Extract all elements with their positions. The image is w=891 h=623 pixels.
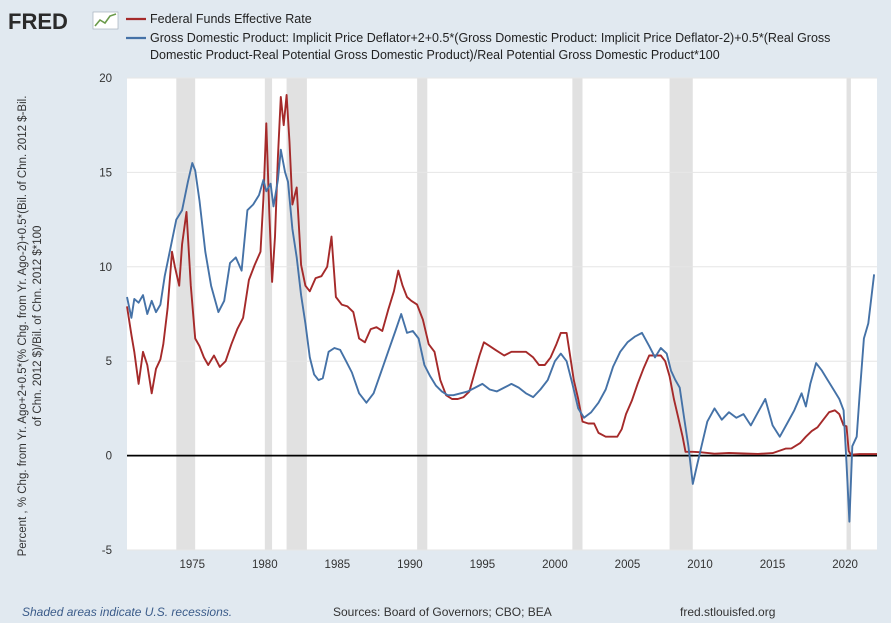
x-tick-label: 1995 [470, 559, 496, 571]
recession-bands [176, 78, 851, 550]
recession-note: Shaded areas indicate U.S. recessions. [22, 605, 232, 619]
sources-text: Sources: Board of Governors; CBO; BEA [333, 605, 552, 619]
y-tick-label: -5 [102, 545, 112, 557]
y-tick-label: 20 [99, 73, 112, 85]
recession-band-1 [264, 78, 273, 550]
fred-logo[interactable]: FRED [8, 9, 119, 34]
series-line-gdp-formula [126, 148, 876, 523]
legend-label-gdp-formula-line2: Domestic Product-Real Potential Gross Do… [150, 48, 720, 62]
x-tick-label: 1985 [325, 559, 351, 571]
recession-band-4 [572, 78, 583, 550]
y-axis-title-line1: Percent , % Chg. from Yr. Ago+2+0.5*(% C… [17, 96, 29, 557]
site-link[interactable]: fred.stlouisfed.org [680, 605, 775, 619]
legend-item-gdp-formula[interactable]: Gross Domestic Product: Implicit Price D… [126, 31, 830, 62]
y-axis-title: Percent , % Chg. from Yr. Ago+2+0.5*(% C… [17, 96, 44, 557]
series-line-fed-funds [126, 94, 877, 456]
logo-text: FRED [8, 9, 68, 34]
recession-band-5 [669, 78, 693, 550]
chart-line-icon [92, 11, 119, 30]
y-tick-label: 0 [106, 451, 112, 463]
y-tick-label: 15 [99, 167, 112, 179]
x-tick-label: 1990 [397, 559, 423, 571]
legend-label-gdp-formula-line1: Gross Domestic Product: Implicit Price D… [150, 31, 830, 45]
recession-band-3 [417, 78, 428, 550]
y-axis-ticks: -5 0 5 10 15 20 [99, 73, 112, 557]
series-lines [126, 94, 877, 523]
x-tick-label: 2020 [832, 559, 858, 571]
recession-band-6 [846, 78, 851, 550]
plot-area [127, 78, 877, 550]
y-axis-title-line2: of Chn. 2012 $)/Bil. of Chn. 2012 $*100 [32, 226, 44, 427]
x-tick-label: 2010 [687, 559, 713, 571]
y-tick-label: 5 [106, 356, 112, 368]
x-tick-label: 2015 [760, 559, 786, 571]
x-axis-ticks: 1975 1980 1985 1990 1995 2000 2005 2010 2015 2020 [179, 559, 857, 571]
legend-item-fed-funds[interactable]: Federal Funds Effective Rate [126, 12, 312, 26]
y-tick-label: 10 [99, 262, 112, 274]
x-tick-label: 2005 [615, 559, 641, 571]
x-tick-label: 2000 [542, 559, 568, 571]
x-tick-label: 1980 [252, 559, 278, 571]
legend-label-fed-funds: Federal Funds Effective Rate [150, 12, 312, 26]
x-tick-label: 1975 [179, 559, 205, 571]
recession-band-0 [176, 78, 196, 550]
footer: Shaded areas indicate U.S. recessions. S… [22, 605, 775, 619]
legend: Federal Funds Effective Rate Gross Domes… [126, 12, 830, 62]
